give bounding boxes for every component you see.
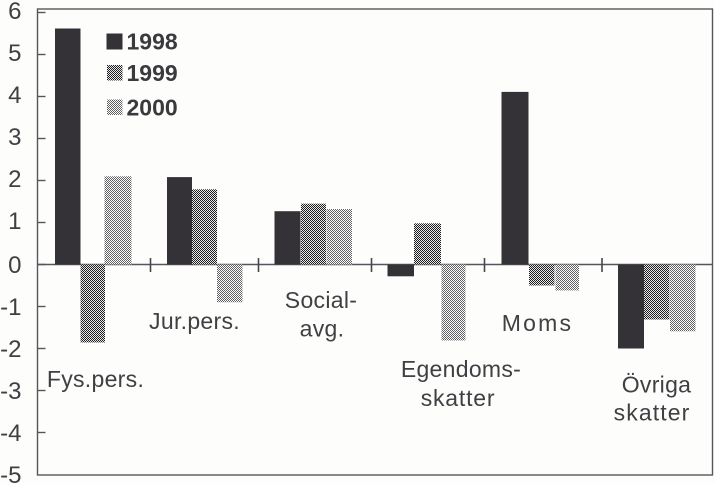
svg-text:3: 3 xyxy=(8,124,21,151)
svg-text:-1: -1 xyxy=(0,294,21,321)
svg-text:6: 6 xyxy=(8,0,21,25)
svg-text:4: 4 xyxy=(8,82,21,109)
svg-text:-5: -5 xyxy=(0,462,21,483)
svg-text:1998: 1998 xyxy=(127,29,178,55)
svg-text:-4: -4 xyxy=(0,420,21,447)
svg-text:Jur.pers.: Jur.pers. xyxy=(149,308,240,334)
svg-text:skatter: skatter xyxy=(421,385,496,411)
svg-text:Moms: Moms xyxy=(502,310,573,336)
svg-text:avg.: avg. xyxy=(300,316,345,342)
svg-text:1999: 1999 xyxy=(127,60,178,86)
svg-text:-3: -3 xyxy=(0,378,21,405)
svg-text:2: 2 xyxy=(8,166,21,193)
svg-text:5: 5 xyxy=(8,40,21,67)
svg-text:2000: 2000 xyxy=(127,95,178,121)
svg-text:Övriga: Övriga xyxy=(622,372,692,398)
svg-text:Social-: Social- xyxy=(285,287,357,313)
svg-text:Fys.pers.: Fys.pers. xyxy=(47,366,144,392)
svg-text:-2: -2 xyxy=(0,336,21,363)
svg-text:skatter: skatter xyxy=(614,400,691,426)
svg-text:1: 1 xyxy=(8,208,21,235)
svg-text:Egendoms-: Egendoms- xyxy=(401,356,521,382)
svg-text:0: 0 xyxy=(8,252,21,279)
